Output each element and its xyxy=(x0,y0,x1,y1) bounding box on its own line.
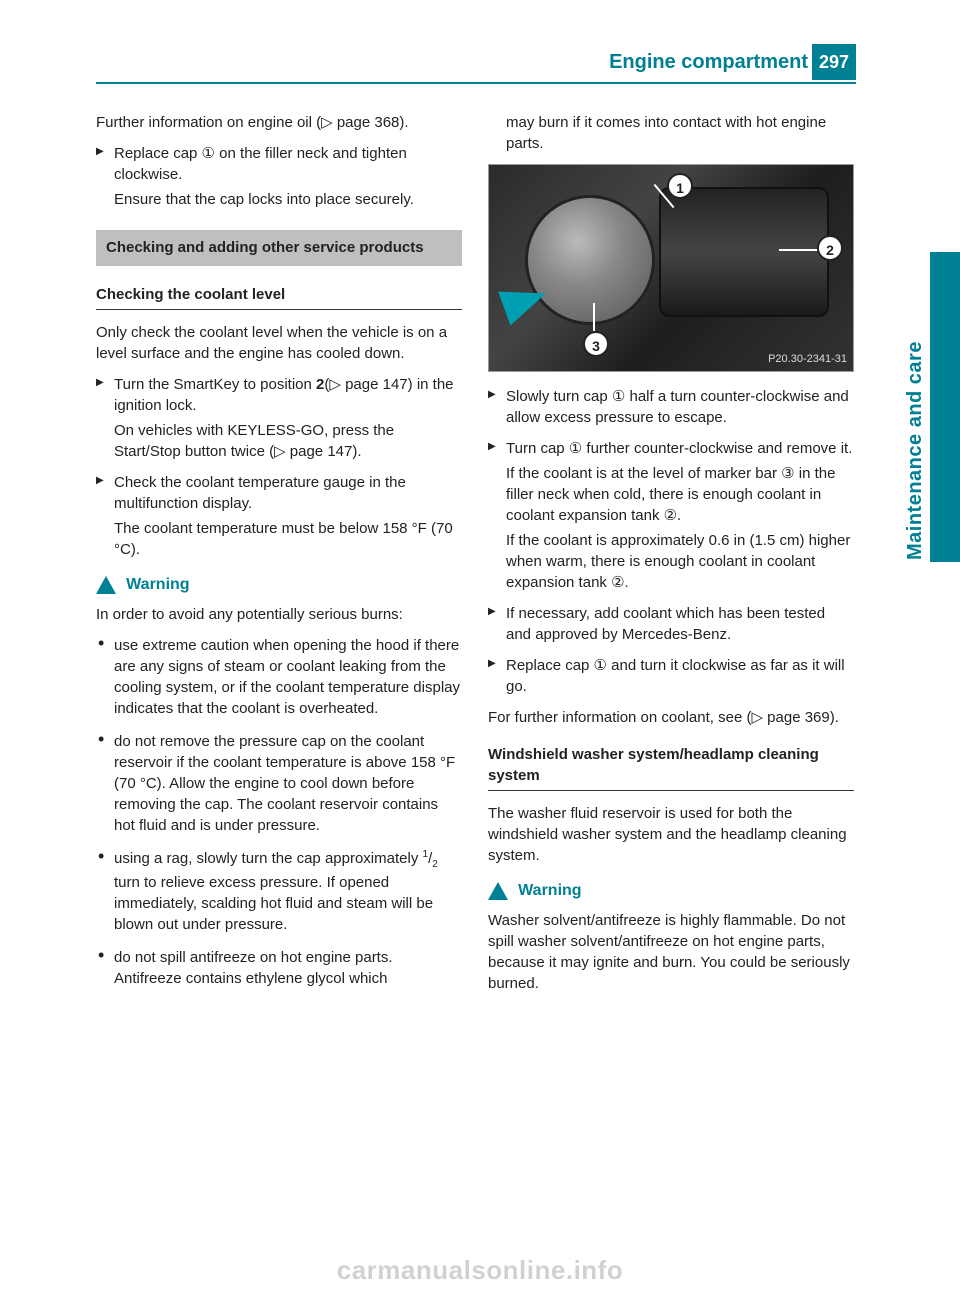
engine-block-shape xyxy=(659,187,829,317)
step-replace-cap-2: Replace cap ① and turn it clockwise as f… xyxy=(488,655,854,697)
step-text: Turn cap ① further counter-clockwise and… xyxy=(506,440,852,457)
left-column: Further information on engine oil (▷ pag… xyxy=(96,112,462,1004)
step-replace-cap: Replace cap ① on the filler neck and tig… xyxy=(96,143,462,210)
warning-heading-2: Warning xyxy=(488,880,854,902)
step-text-a: Turn the SmartKey to position xyxy=(114,376,316,393)
warn2-text: Washer solvent/antifreeze is highly flam… xyxy=(488,910,854,994)
warn-bullet-2: do not remove the pressure cap on the co… xyxy=(96,731,462,836)
step-if-necessary: If necessary, add coolant which has been… xyxy=(488,603,854,645)
header-title: Engine compartment xyxy=(609,48,808,76)
warn-b3-b: turn to relieve excess pressure. If open… xyxy=(114,874,433,933)
engine-figure: 1 2 3 P20.30-2341-31 xyxy=(488,164,854,372)
step-turn-further: Turn cap ① further counter-clockwise and… xyxy=(488,438,854,593)
warn-bullet-3: using a rag, slowly turn the cap approxi… xyxy=(96,848,462,935)
warning-label: Warning xyxy=(518,880,581,902)
step-cont-2: If the coolant is approximately 0.6 in (… xyxy=(506,530,854,593)
figure-reference: P20.30-2341-31 xyxy=(768,352,847,367)
marker-1: 1 xyxy=(667,173,693,199)
watermark: carmanualsonline.info xyxy=(0,1252,960,1288)
warn-intro: In order to avoid any potentially seriou… xyxy=(96,604,462,625)
marker-line-2 xyxy=(779,249,819,251)
subheading-rule xyxy=(96,309,462,310)
step-turn-key: Turn the SmartKey to position 2(▷ page 1… xyxy=(96,374,462,462)
step-check-gauge: Check the coolant temperature gauge in t… xyxy=(96,472,462,560)
para-washer: The washer fluid reservoir is used for b… xyxy=(488,803,854,866)
marker-3: 3 xyxy=(583,331,609,357)
side-tab-label: Maintenance and care xyxy=(900,260,930,560)
step-cont: Ensure that the cap locks into place sec… xyxy=(114,189,462,210)
warning-triangle-icon xyxy=(96,576,116,594)
warning-heading: Warning xyxy=(96,574,462,596)
step-cont: On vehicles with KEYLESS-GO, press the S… xyxy=(114,420,462,462)
subheading-washer: Windshield washer system/headlamp cleani… xyxy=(488,744,854,786)
warn-bullet-1: use extreme caution when opening the hoo… xyxy=(96,635,462,719)
para-further-info: For further information on coolant, see … xyxy=(488,707,854,728)
subheading-coolant: Checking the coolant level xyxy=(96,284,462,305)
marker-2: 2 xyxy=(817,235,843,261)
step-cont: The coolant temperature must be below 15… xyxy=(114,518,462,560)
subheading-rule-2 xyxy=(488,790,854,791)
page-content: Engine compartment 297 Further informati… xyxy=(96,44,856,1004)
step-slow-turn: Slowly turn cap ① half a turn counter-cl… xyxy=(488,386,854,428)
intro-para: Further information on engine oil (▷ pag… xyxy=(96,112,462,133)
marker-line-3 xyxy=(593,303,595,331)
para-only-check: Only check the coolant level when the ve… xyxy=(96,322,462,364)
step-text: Check the coolant temperature gauge in t… xyxy=(114,474,406,512)
step-text: Replace cap ① on the filler neck and tig… xyxy=(114,145,407,183)
page-header: Engine compartment 297 xyxy=(96,44,856,84)
header-page-number: 297 xyxy=(812,44,856,80)
section-bar: Checking and adding other service produc… xyxy=(96,230,462,266)
warning-label: Warning xyxy=(126,574,189,596)
fraction-half: 1/2 xyxy=(423,850,438,867)
step-cont-1: If the coolant is at the level of marker… xyxy=(506,463,854,526)
right-column: may burn if it comes into contact with h… xyxy=(488,112,854,1004)
warn-cont: may burn if it comes into contact with h… xyxy=(488,112,854,154)
warn-bullet-4: do not spill antifreeze on hot engine pa… xyxy=(96,947,462,989)
warning-triangle-icon xyxy=(488,882,508,900)
side-tab-bar xyxy=(930,252,960,562)
warn-b3-a: using a rag, slowly turn the cap approxi… xyxy=(114,850,423,867)
header-rule xyxy=(96,82,856,84)
